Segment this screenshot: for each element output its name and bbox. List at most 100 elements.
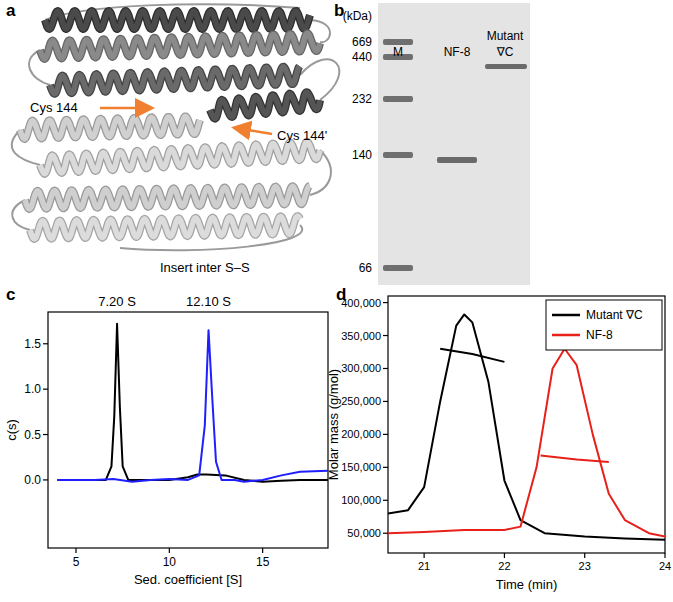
y-tick-label: 0.0 xyxy=(24,473,41,487)
x-tick-label: 10 xyxy=(163,555,177,569)
legend: Mutant ∇C NF-8 xyxy=(546,300,662,350)
x-axis-label: Time (min) xyxy=(496,577,558,592)
helix-edge xyxy=(40,34,320,59)
y-tick xyxy=(383,467,388,468)
x-tick xyxy=(262,548,263,553)
helix xyxy=(20,117,200,139)
y-tick-label: 350,000 xyxy=(341,330,381,342)
y-tick xyxy=(383,500,388,501)
series-line xyxy=(57,330,328,482)
y-tick-label: 100,000 xyxy=(341,494,381,506)
marker-label: 140 xyxy=(352,148,372,162)
y-tick xyxy=(383,302,388,303)
x-tick-label: 24 xyxy=(659,560,671,572)
helix-edge xyxy=(50,66,300,94)
x-tick xyxy=(75,548,76,553)
lane-label: ∇C xyxy=(496,45,514,59)
x-tick xyxy=(424,553,425,558)
x-tick xyxy=(584,553,585,558)
y-axis-label: Molar mass (g/mol) xyxy=(326,369,341,480)
lane-label: M xyxy=(393,45,403,59)
marker-band xyxy=(383,265,413,271)
helix xyxy=(50,66,300,94)
x-tick-label: 21 xyxy=(418,560,430,572)
marker-band xyxy=(383,152,413,158)
y-tick xyxy=(383,401,388,402)
marker-label: 66 xyxy=(359,261,373,275)
x-axis-label: Sed. coefficient [S] xyxy=(134,572,242,587)
y-tick xyxy=(383,533,388,534)
panel-letter: a xyxy=(6,1,16,20)
series-line xyxy=(440,349,504,362)
helix-edge xyxy=(25,186,310,209)
legend-swatch xyxy=(552,334,580,337)
lane-label: Mutant xyxy=(487,29,524,43)
panel-a: Cys 144Cys 144'Insert inter S–S xyxy=(12,4,340,275)
y-tick xyxy=(43,343,48,344)
legend-swatch xyxy=(552,314,580,317)
y-tick-label: 150,000 xyxy=(341,461,381,473)
annotation: 7.20 S xyxy=(98,294,136,309)
y-tick-label: 200,000 xyxy=(341,428,381,440)
y-tick-label: 0.5 xyxy=(24,428,41,442)
y-axis-label: c(s) xyxy=(4,419,19,441)
series-line xyxy=(541,455,609,462)
y-tick xyxy=(383,368,388,369)
arrow xyxy=(236,128,272,134)
y-tick-label: 50,000 xyxy=(347,527,381,539)
legend-label: Mutant ∇C xyxy=(586,308,643,322)
annotation: 12.10 S xyxy=(186,294,231,309)
figure: abcdCys 144Cys 144'Insert inter S–S(kDa)… xyxy=(0,0,673,602)
helix xyxy=(45,11,310,29)
panel-letter: c xyxy=(6,285,15,304)
helix-edge xyxy=(20,117,200,139)
chart-line: 5 10 15 0.0 0.5 1.0 1.5 Sed. coefficient [S] c(s… xyxy=(4,294,328,587)
x-tick-label: 15 xyxy=(256,555,270,569)
marker-label: 232 xyxy=(352,92,372,106)
arrow xyxy=(100,107,150,110)
y-tick-label: 400,000 xyxy=(341,297,381,309)
marker-label: 440 xyxy=(352,50,372,64)
helix-edge xyxy=(45,11,310,29)
y-tick-label: 1.0 xyxy=(24,382,41,396)
y-tick xyxy=(43,434,48,435)
x-tick-label: 5 xyxy=(73,555,80,569)
y-tick xyxy=(383,335,388,336)
helix xyxy=(40,34,320,59)
helix xyxy=(25,186,310,209)
helix-edge xyxy=(30,216,300,239)
marker-label: 669 xyxy=(352,35,372,49)
helix xyxy=(210,92,320,118)
y-tick xyxy=(383,434,388,435)
series-line xyxy=(57,324,328,482)
helix-edge xyxy=(210,92,320,118)
series-line xyxy=(388,349,665,537)
legend-label: NF-8 xyxy=(586,328,613,342)
sample-band xyxy=(485,64,527,69)
y-tick xyxy=(43,389,48,390)
marker-band xyxy=(383,96,413,102)
helix-edge xyxy=(40,142,320,174)
panel-b: (kDa) 669440 232 140 66 M NF-8 Mutant ∇C xyxy=(343,3,530,285)
x-tick xyxy=(169,548,170,553)
unit-label: (kDa) xyxy=(343,9,372,23)
sample-band xyxy=(437,157,477,163)
annotation: Cys 144' xyxy=(277,128,327,143)
plot-frame xyxy=(48,312,328,548)
annotation: Insert inter S–S xyxy=(160,260,250,275)
legend-box xyxy=(546,300,662,350)
y-tick xyxy=(43,479,48,480)
y-tick-label: 250,000 xyxy=(341,395,381,407)
chart-line: 21 22 23 24 50,000 100,000 150,000 200,000 250,0… xyxy=(326,296,671,592)
helix xyxy=(40,142,320,174)
x-tick-label: 23 xyxy=(579,560,591,572)
gel xyxy=(378,3,530,285)
series-group xyxy=(57,324,328,482)
helix xyxy=(30,216,300,239)
x-tick xyxy=(504,553,505,558)
x-tick-label: 22 xyxy=(498,560,510,572)
plot-frame xyxy=(388,296,665,553)
y-tick-label: 1.5 xyxy=(24,337,41,351)
x-tick xyxy=(664,553,665,558)
lane-label: NF-8 xyxy=(444,45,471,59)
